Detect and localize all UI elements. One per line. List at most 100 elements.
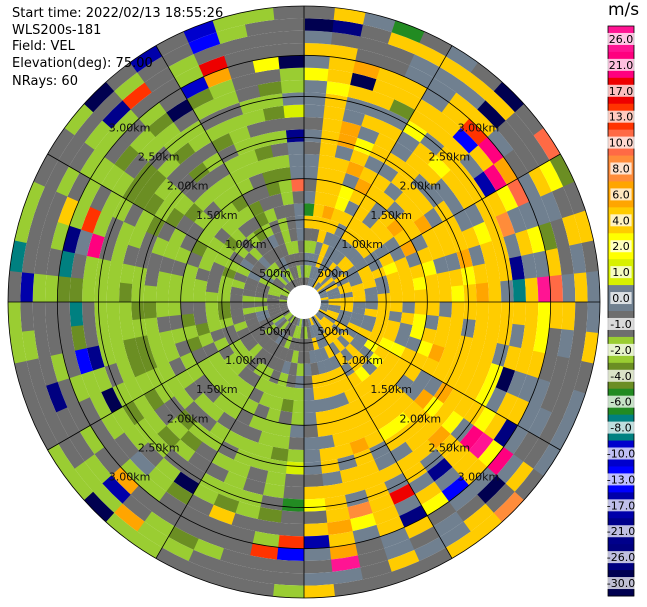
- velocity-cell: [389, 302, 403, 313]
- velocity-cell: [273, 154, 291, 170]
- range-ring-label: 500m: [317, 267, 349, 280]
- velocity-cell: [254, 241, 268, 257]
- velocity-cell: [285, 323, 294, 336]
- velocity-cell: [231, 314, 246, 325]
- velocity-cell: [346, 322, 361, 334]
- velocity-cell: [212, 12, 246, 33]
- velocity-cell: [424, 314, 439, 331]
- velocity-cell: [265, 181, 282, 197]
- velocity-cell: [195, 267, 211, 282]
- velocity-cell: [562, 389, 586, 424]
- velocity-cell: [503, 233, 522, 260]
- velocity-cell: [353, 258, 369, 272]
- velocity-cell: [223, 429, 244, 449]
- velocity-cell: [101, 163, 125, 191]
- velocity-cell: [57, 436, 85, 469]
- velocity-cell: [303, 436, 320, 450]
- velocity-cell: [22, 388, 45, 423]
- velocity-cell: [398, 504, 428, 528]
- velocity-cell: [444, 332, 461, 353]
- velocity-cell: [418, 547, 452, 573]
- range-ring-label: 3.00km: [458, 470, 500, 483]
- velocity-cell: [273, 571, 304, 586]
- velocity-cell: [275, 422, 292, 437]
- velocity-cell: [460, 458, 488, 486]
- velocity-cell: [207, 319, 222, 333]
- velocity-cell: [506, 370, 527, 399]
- velocity-cell: [151, 236, 170, 257]
- velocity-cell: [313, 203, 325, 218]
- velocity-cell: [315, 335, 325, 349]
- velocity-cell: [303, 461, 323, 475]
- velocity-cell: [318, 272, 329, 284]
- velocity-cell: [146, 215, 166, 237]
- velocity-cell: [188, 420, 210, 442]
- velocity-cell: [254, 301, 268, 308]
- velocity-cell: [395, 211, 415, 230]
- velocity-cell: [423, 207, 444, 229]
- velocity-cell: [89, 418, 115, 447]
- velocity-cell: [281, 229, 292, 244]
- velocity-cell: [376, 309, 390, 321]
- velocity-cell: [120, 118, 148, 146]
- velocity-cell: [247, 270, 262, 282]
- velocity-cell: [154, 177, 177, 201]
- velocity-cell: [26, 357, 46, 390]
- velocity-cell: [304, 67, 330, 82]
- velocity-cell: [442, 215, 462, 238]
- velocity-cell: [318, 334, 329, 348]
- velocity-cell: [477, 100, 507, 130]
- velocity-cell: [373, 451, 397, 472]
- velocity-cell: [304, 141, 322, 155]
- velocity-cell: [561, 273, 576, 303]
- velocity-cell: [217, 440, 239, 460]
- velocity-cell: [524, 302, 539, 328]
- velocity-cell: [204, 181, 225, 202]
- velocity-cell: [402, 290, 415, 303]
- velocity-cell: [246, 216, 262, 233]
- velocity-cell: [161, 536, 194, 562]
- velocity-cell: [427, 77, 457, 103]
- velocity-cell: [197, 526, 228, 549]
- velocity-cell: [496, 184, 519, 213]
- velocity-cell: [217, 292, 231, 302]
- velocity-cell: [253, 403, 270, 420]
- velocity-cell: [398, 162, 420, 184]
- velocity-cell: [291, 240, 300, 254]
- velocity-cell: [243, 425, 263, 443]
- velocity-cell: [168, 301, 182, 317]
- velocity-cell: [239, 237, 255, 253]
- colorbar-label-bg: [604, 447, 638, 460]
- velocity-cell: [441, 410, 464, 435]
- velocity-cell: [340, 242, 354, 257]
- velocity-cell: [148, 145, 173, 170]
- velocity-cell: [210, 451, 234, 472]
- velocity-cell: [9, 239, 27, 273]
- velocity-cell: [383, 431, 406, 452]
- velocity-cell: [521, 253, 538, 280]
- velocity-cell: [288, 324, 297, 338]
- velocity-cell: [379, 527, 410, 549]
- velocity-cell: [324, 93, 349, 110]
- velocity-cell: [168, 356, 187, 376]
- velocity-cell: [219, 548, 251, 568]
- velocity-cell: [586, 302, 600, 334]
- velocity-cell: [292, 325, 299, 339]
- velocity-cell: [278, 179, 293, 194]
- velocity-cell: [144, 169, 167, 194]
- velocity-cell: [223, 352, 240, 369]
- velocity-cell: [292, 191, 305, 204]
- velocity-cell: [257, 506, 283, 523]
- velocity-cell: [503, 345, 522, 372]
- velocity-cell: [438, 521, 471, 549]
- velocity-cell: [540, 382, 563, 414]
- velocity-cell: [181, 275, 196, 291]
- velocity-cell: [186, 335, 203, 353]
- range-ring-label: 1.50km: [196, 209, 238, 222]
- velocity-cell: [210, 328, 226, 343]
- velocity-cell: [291, 178, 305, 192]
- velocity-cell: [106, 280, 121, 302]
- velocity-cell: [276, 318, 288, 330]
- velocity-cell: [230, 512, 258, 532]
- velocity-cell: [63, 467, 94, 501]
